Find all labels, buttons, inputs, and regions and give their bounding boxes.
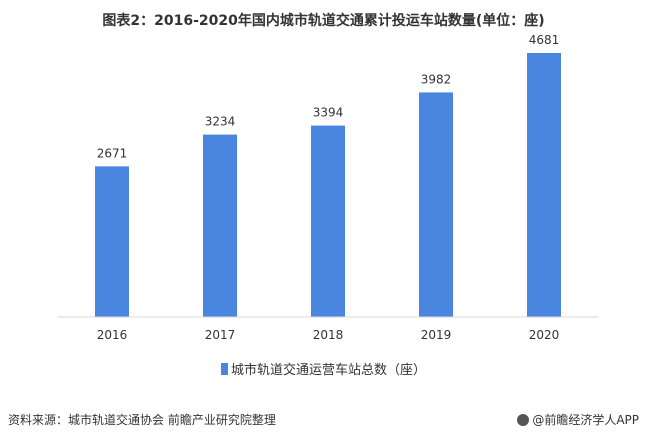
x-tick-labels-group: 2016 2017 2018 2019 2020 xyxy=(97,328,560,342)
bar-2019 xyxy=(419,92,453,318)
source-note: 资料来源：城市轨道交通协会 前瞻产业研究院整理 xyxy=(8,413,276,427)
value-label-2017: 3234 xyxy=(205,115,236,129)
legend: 城市轨道交通运营车站总数（座） xyxy=(0,359,647,378)
bar-2020 xyxy=(527,52,561,317)
brand-credit: @前瞻经济学人APP xyxy=(517,411,639,428)
legend-swatch xyxy=(220,363,228,375)
value-label-2018: 3394 xyxy=(313,106,344,120)
bar-2018 xyxy=(311,125,345,317)
value-labels-group: 2671 3234 3394 3982 4681 xyxy=(97,33,560,160)
x-tick-label-2017: 2017 xyxy=(205,328,236,342)
legend-label: 城市轨道交通运营车站总数（座） xyxy=(230,363,426,378)
bars-group xyxy=(95,52,561,318)
x-tick-label-2016: 2016 xyxy=(97,328,128,342)
value-label-2020: 4681 xyxy=(529,33,560,47)
chart-title: 图表2：2016-2020年国内城市轨道交通累计投运车站数量(单位：座) xyxy=(102,13,545,29)
x-tick-label-2020: 2020 xyxy=(529,328,560,342)
bar-2017 xyxy=(203,134,237,317)
value-label-2016: 2671 xyxy=(97,146,128,160)
brand-logo-icon xyxy=(517,414,530,426)
bar-2016 xyxy=(95,166,129,317)
brand-label: @前瞻经济学人APP xyxy=(532,413,639,427)
value-label-2019: 3982 xyxy=(421,72,452,86)
x-tick-label-2018: 2018 xyxy=(313,328,344,342)
x-tick-label-2019: 2019 xyxy=(421,328,452,342)
